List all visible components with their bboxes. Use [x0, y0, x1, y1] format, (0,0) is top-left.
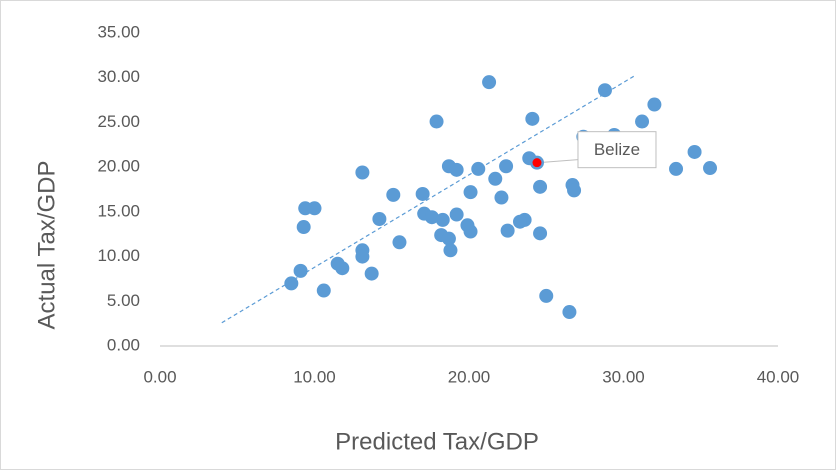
callout-pointer — [538, 159, 579, 164]
data-point — [415, 186, 430, 201]
data-point — [372, 212, 387, 227]
data-point — [441, 231, 456, 246]
data-point — [424, 210, 439, 225]
x-tick-label: 0.00 — [143, 367, 176, 386]
x-tick-label: 30.00 — [602, 367, 645, 386]
data-point — [562, 305, 577, 320]
data-point — [435, 212, 450, 227]
data-point — [482, 75, 497, 90]
data-point — [512, 214, 527, 229]
y-tick-label: 10.00 — [97, 246, 140, 265]
data-point — [488, 171, 503, 186]
x-axis-title: Predicted Tax/GDP — [335, 428, 539, 455]
data-point — [494, 190, 509, 205]
x-tick-label: 10.00 — [293, 367, 336, 386]
data-point — [443, 243, 458, 258]
data-point — [500, 223, 515, 238]
data-point — [355, 249, 370, 264]
data-point — [355, 165, 370, 180]
trendline — [221, 74, 637, 324]
y-tick-label: 5.00 — [107, 291, 140, 310]
data-point — [449, 207, 464, 222]
y-axis-title: Actual Tax/GDP — [33, 161, 60, 330]
data-point — [539, 288, 554, 303]
data-point — [293, 263, 308, 278]
data-point — [533, 179, 548, 194]
data-point — [703, 161, 718, 176]
data-point — [647, 97, 662, 112]
data-point — [316, 283, 331, 298]
x-tick-label: 20.00 — [448, 367, 491, 386]
callout-box — [577, 131, 657, 169]
data-point — [499, 159, 514, 174]
data-point — [533, 226, 548, 241]
data-point — [386, 187, 401, 202]
x-tick-label: 40.00 — [757, 367, 800, 386]
y-tick-label: 25.00 — [97, 112, 140, 131]
data-point — [463, 224, 478, 239]
data-point — [471, 161, 486, 176]
data-point — [364, 266, 379, 281]
y-tick-label: 30.00 — [97, 67, 140, 86]
data-point — [284, 276, 299, 291]
data-point — [307, 201, 322, 216]
highlight-marker — [532, 158, 542, 168]
data-point — [669, 161, 684, 176]
data-point — [463, 185, 478, 200]
data-point — [635, 114, 650, 129]
data-point — [296, 220, 311, 235]
data-point — [449, 162, 464, 177]
data-point — [429, 114, 444, 129]
y-tick-label: 20.00 — [97, 157, 140, 176]
data-point — [687, 144, 702, 159]
data-point — [525, 111, 540, 126]
data-point — [567, 183, 582, 198]
annotation-label: Belize — [594, 140, 640, 159]
data-point — [392, 235, 407, 250]
data-point — [597, 83, 612, 98]
y-tick-label: 0.00 — [107, 335, 140, 354]
data-point — [335, 261, 350, 276]
y-tick-label: 15.00 — [97, 201, 140, 220]
y-tick-label: 35.00 — [97, 22, 140, 41]
